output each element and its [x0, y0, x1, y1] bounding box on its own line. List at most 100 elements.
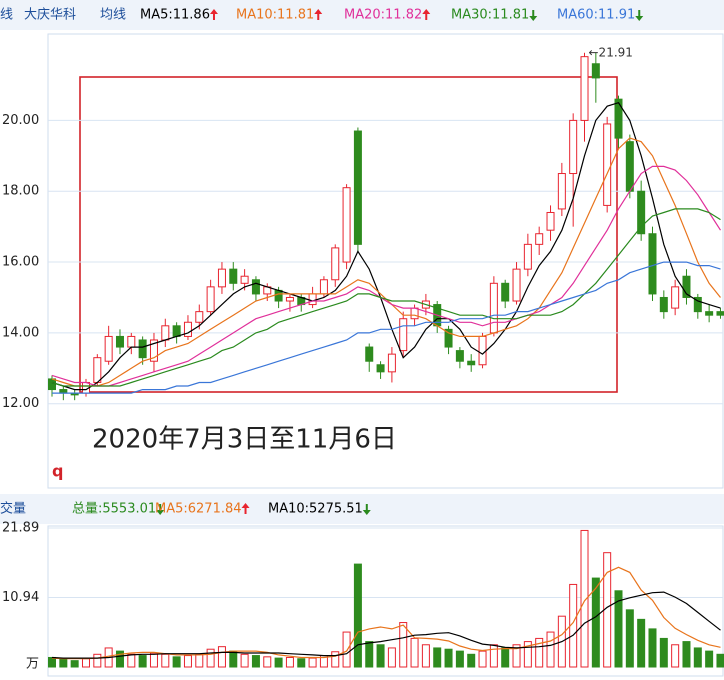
candle-body [682, 275, 691, 298]
volume-bar [444, 648, 453, 668]
candle-body [274, 289, 283, 302]
candle-body [376, 364, 385, 373]
volume-bar [240, 653, 249, 668]
candle-body [93, 357, 102, 383]
volume-bar [93, 653, 102, 668]
volume-bar [183, 655, 192, 668]
unit-label: 万 [26, 657, 39, 672]
price-frame [47, 33, 724, 489]
volume-bar [263, 656, 272, 668]
y-tick-label: 16.00 [2, 255, 39, 270]
volume-bar [682, 641, 691, 668]
volume-bar [353, 563, 362, 668]
candle-body [342, 187, 351, 263]
candle-body [603, 123, 612, 206]
candle-body [523, 243, 532, 270]
volume-bar [659, 637, 668, 668]
volume-bar [376, 644, 385, 668]
candle-body [410, 307, 419, 320]
candle-body [161, 325, 170, 341]
volume-bar [48, 656, 56, 668]
candle-body [183, 321, 192, 337]
candle-body [365, 346, 374, 362]
y-tick-label: 18.00 [2, 184, 39, 199]
ma-line [51, 101, 721, 391]
volume-bar [705, 650, 714, 668]
candle-body [569, 119, 578, 175]
volume-bar [387, 647, 396, 668]
volume-bar [671, 644, 680, 668]
volume-bar [693, 647, 702, 668]
ma-menu[interactable]: 均线 [100, 8, 126, 23]
candle-body [251, 279, 260, 295]
volume-bar [161, 653, 170, 668]
volume-frame [47, 525, 724, 677]
candle-body [240, 275, 249, 284]
volume-bar [59, 658, 68, 668]
volume-bar [365, 641, 374, 668]
volume-bar [285, 656, 294, 668]
candle-body [467, 360, 476, 366]
volume-bar [149, 652, 158, 668]
trend-arrow [422, 9, 431, 20]
candle-body [455, 350, 464, 362]
candle-body [217, 268, 226, 288]
volume-bar [625, 609, 634, 668]
candle-body [127, 335, 136, 348]
volume-bar [172, 656, 181, 668]
volume-bar [512, 644, 521, 668]
volume-menu-left: 交量 [0, 501, 26, 517]
candle-body [546, 211, 555, 231]
candle-body [308, 293, 317, 306]
candle-body [716, 311, 724, 316]
y-tick-label: 20.00 [2, 113, 39, 128]
volume-header-bar [0, 494, 724, 524]
ma-line [51, 208, 721, 387]
volume-bar [467, 653, 476, 668]
volume-bar [489, 644, 498, 668]
volume-bar [614, 590, 623, 668]
trend-arrow [362, 504, 371, 515]
candle-body [501, 282, 510, 302]
candle-body [138, 339, 147, 359]
volume-bar [70, 660, 79, 668]
volume-bar [206, 648, 215, 668]
volume-bar [433, 647, 442, 668]
volume-bar [637, 618, 646, 668]
candle-body [705, 311, 714, 316]
volume-bar [274, 657, 283, 668]
volume-bar [195, 653, 204, 668]
candle-body [535, 233, 544, 245]
volume-bar [478, 650, 487, 668]
candle-body [319, 279, 328, 295]
marker: q [52, 462, 63, 481]
candle-body [591, 63, 600, 79]
volume-bar [546, 631, 555, 668]
candle-body [353, 130, 362, 245]
volume-bar [217, 646, 226, 668]
candle-body [489, 282, 498, 334]
candle-body [285, 296, 294, 302]
stock-name[interactable]: 大庆华科 [24, 8, 76, 23]
candle-body [172, 325, 181, 337]
candle-body [104, 335, 113, 362]
candle-body [399, 318, 408, 352]
candle-body [614, 98, 623, 139]
candle-body [659, 296, 668, 313]
candle-body [206, 286, 215, 313]
candle-body [580, 56, 589, 121]
volume-bar [342, 631, 351, 668]
ma-line [52, 261, 721, 394]
candle-body [149, 339, 158, 362]
candle-body [648, 233, 657, 295]
y-tick-label: 21.89 [2, 520, 39, 535]
volume-bar [399, 622, 408, 668]
volume-bar [115, 650, 124, 668]
candle-body [48, 378, 56, 391]
candle-body [512, 268, 521, 302]
trend-arrow [529, 10, 538, 21]
volume-bar [81, 658, 90, 668]
candle-body [444, 328, 453, 348]
volume-bar [297, 658, 306, 668]
